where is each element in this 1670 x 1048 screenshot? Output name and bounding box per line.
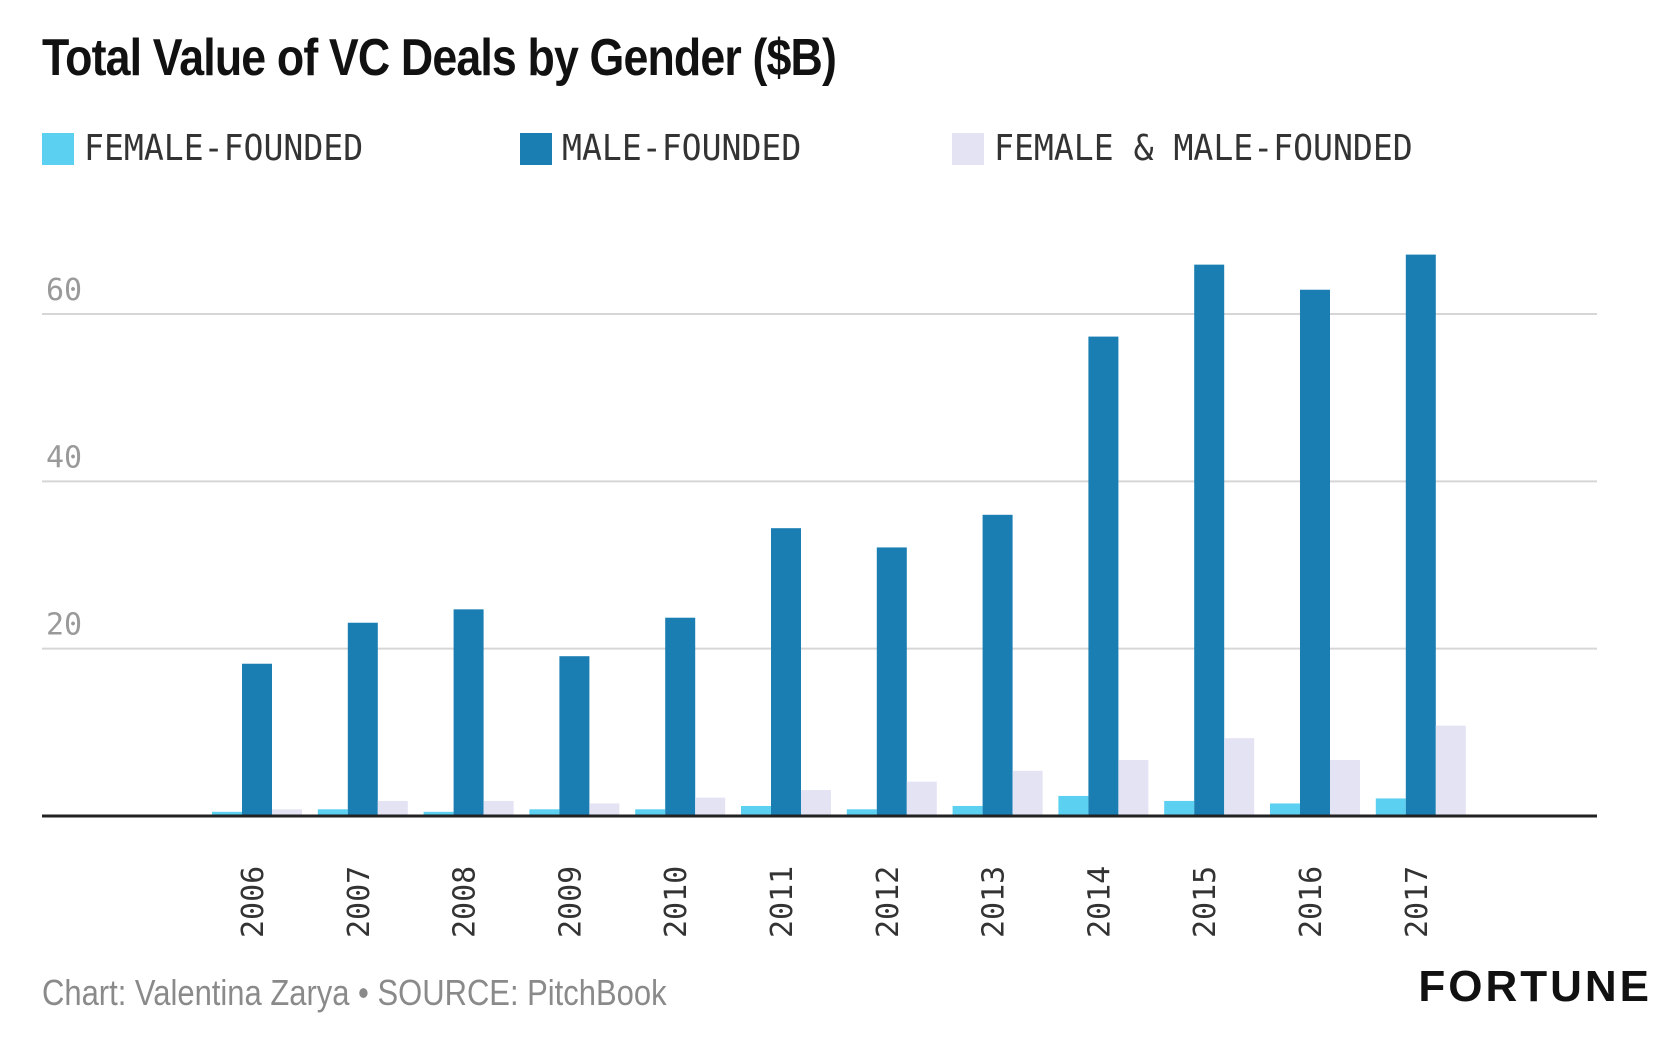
bar xyxy=(846,809,877,816)
legend-label-male: MALE-FOUNDED xyxy=(562,128,802,169)
bar xyxy=(529,809,560,816)
x-tick-label: 2012 xyxy=(871,866,906,938)
bar xyxy=(1194,264,1225,816)
bar xyxy=(741,805,771,816)
legend-swatch-male xyxy=(520,132,552,165)
bar xyxy=(982,514,1013,816)
bar xyxy=(242,663,272,816)
x-tick-label: 2006 xyxy=(236,866,271,938)
source-credit: Chart: Valentina Zarya • SOURCE: PitchBo… xyxy=(42,972,667,1013)
x-tick-label: 2008 xyxy=(448,866,483,938)
bar xyxy=(1405,254,1436,816)
bar xyxy=(695,797,726,816)
bar xyxy=(347,622,378,816)
x-tick-label: 2011 xyxy=(765,866,800,938)
legend-item-female: FEMALE-FOUNDED xyxy=(42,128,387,169)
x-tick-label: 2014 xyxy=(1082,866,1117,938)
bar xyxy=(1164,800,1195,816)
x-tick-label: 2015 xyxy=(1188,866,1223,938)
y-tick-label: 40 xyxy=(46,440,82,475)
bar xyxy=(906,781,937,816)
y-tick-label: 60 xyxy=(46,273,82,308)
x-tick-label: 2013 xyxy=(977,866,1012,938)
bar xyxy=(1012,770,1043,816)
legend-item-male: MALE-FOUNDED xyxy=(520,128,822,169)
legend-swatch-female xyxy=(42,132,74,165)
bar xyxy=(483,800,514,816)
bar xyxy=(635,809,666,816)
x-tick-label: 2009 xyxy=(553,866,588,938)
bar xyxy=(1270,803,1300,816)
x-tick-label: 2010 xyxy=(659,866,694,938)
bar xyxy=(1300,289,1330,816)
chart-title: Total Value of VC Deals by Gender ($B) xyxy=(42,29,837,87)
bar xyxy=(589,803,620,816)
bar xyxy=(1330,759,1360,816)
bar xyxy=(1375,798,1406,816)
legend-label-female: FEMALE-FOUNDED xyxy=(84,128,364,169)
bar xyxy=(423,811,454,816)
legend-item-both: FEMALE & MALE-FOUNDED xyxy=(952,128,1449,169)
bar xyxy=(272,809,302,816)
bar xyxy=(1435,725,1466,816)
bar xyxy=(952,805,983,816)
bar xyxy=(801,790,831,816)
legend-label-both: FEMALE & MALE-FOUNDED xyxy=(994,128,1413,169)
bar xyxy=(665,617,696,816)
bar xyxy=(212,811,242,816)
x-tick-label: 2017 xyxy=(1400,866,1435,938)
bar xyxy=(1088,336,1119,816)
bar-chart: 20 40 60 2006 2007 2008 2009 2010 2011 2012 2013 20… xyxy=(42,254,1597,938)
x-tick-label: 2016 xyxy=(1294,866,1329,938)
bar xyxy=(317,809,348,816)
bar xyxy=(876,547,907,816)
bar xyxy=(453,609,484,816)
legend-swatch-both xyxy=(952,132,984,165)
bar xyxy=(377,800,408,816)
fortune-logo: FORTUNE xyxy=(1418,962,1652,1011)
bar xyxy=(1118,759,1149,816)
x-tick-label: 2007 xyxy=(342,866,377,938)
bar xyxy=(1058,795,1089,816)
bar xyxy=(771,528,801,816)
bar xyxy=(559,656,590,816)
y-tick-label: 20 xyxy=(46,608,82,643)
legend: FEMALE-FOUNDED MALE-FOUNDED FEMALE & MAL… xyxy=(0,128,1670,178)
bar xyxy=(1224,738,1255,816)
